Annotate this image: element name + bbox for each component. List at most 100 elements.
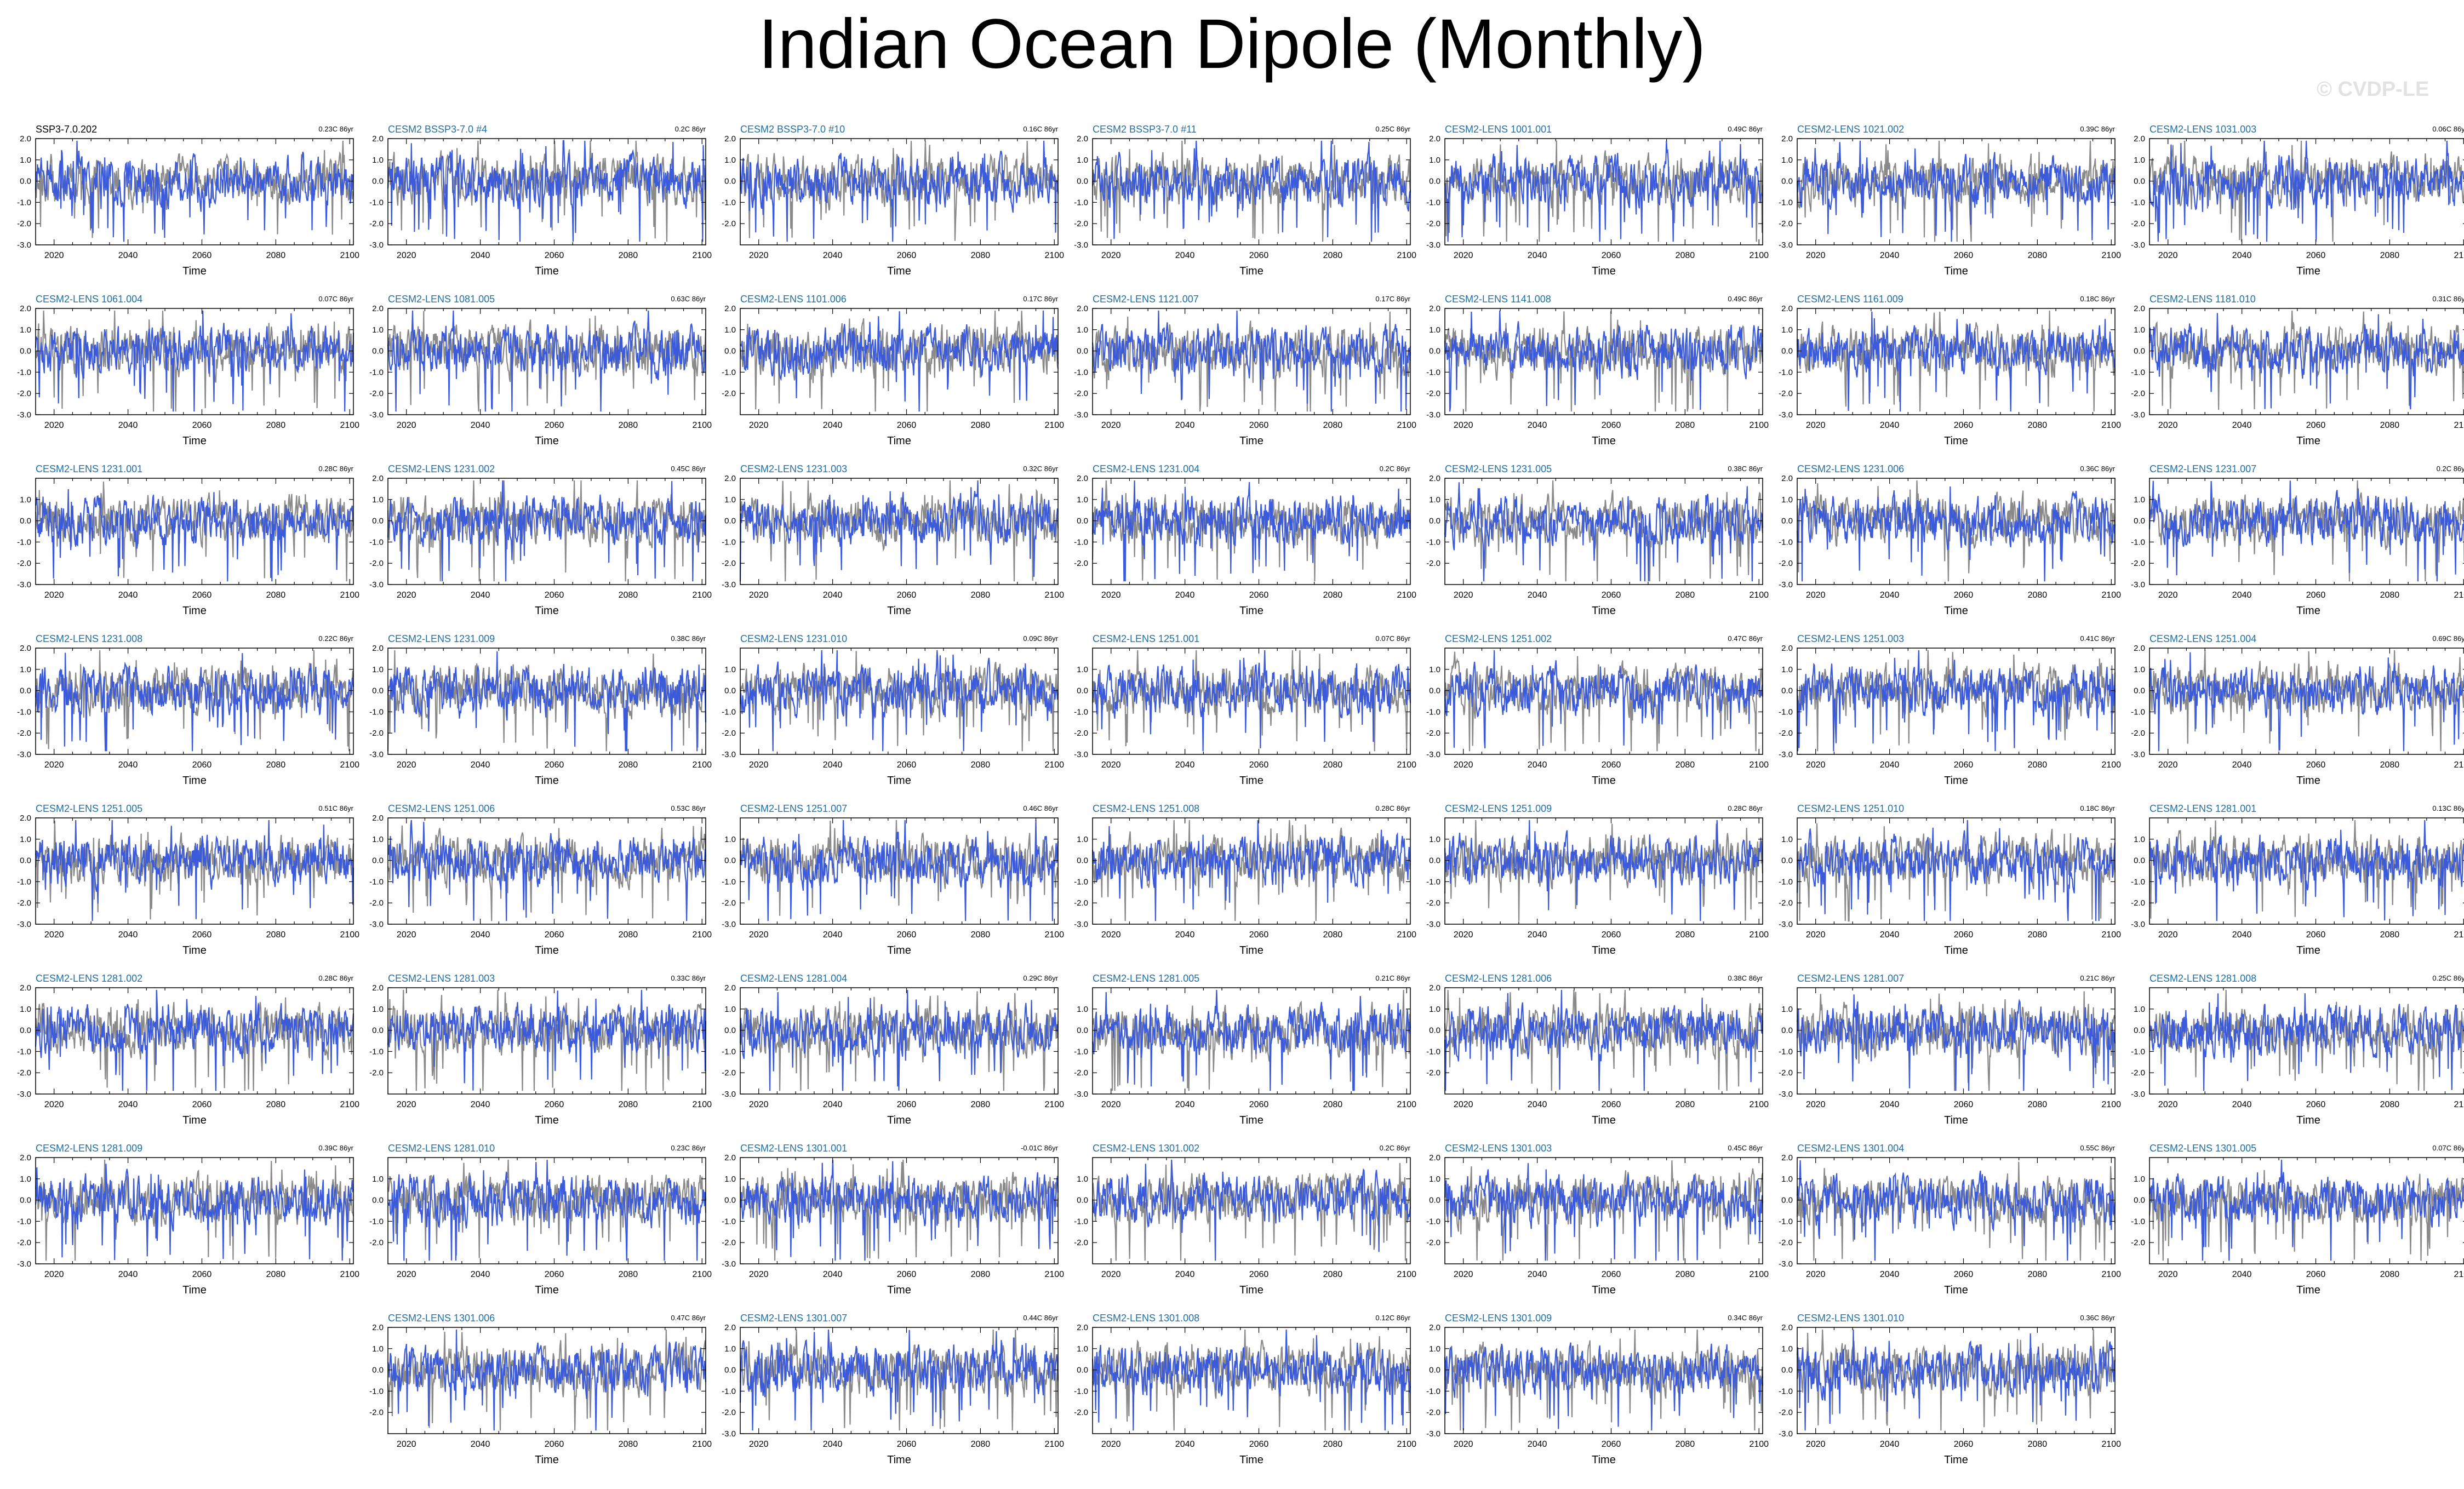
x-tick-label: 2100 bbox=[692, 930, 712, 940]
x-tick-label: 2080 bbox=[971, 251, 991, 260]
panel-cesm2-lens-1231-009: CESM2-LENS 1231.009 0.38C 86yr 2.0 1.0 0.0 -1… bbox=[361, 630, 712, 797]
panel-chart: CESM2-LENS 1251.003 0.41C 86yr 2.0 1.0 0.0 -1… bbox=[1779, 633, 2121, 787]
x-tick-label: 2060 bbox=[1602, 1100, 1621, 1109]
plot-frame bbox=[2149, 648, 2464, 755]
trend-label: 0.45C 86yr bbox=[1728, 1144, 1763, 1152]
y-tick-label: 2.0 bbox=[2134, 644, 2145, 653]
panel-title: CESM2-LENS 1301.009 bbox=[1445, 1313, 1552, 1324]
panel-chart: CESM2-LENS 1301.008 0.12C 86yr 2.0 1.0 0.0 -1… bbox=[1074, 1313, 1416, 1466]
panel-cesm2-lens-1301-004: CESM2-LENS 1301.004 0.55C 86yr 2.0 1.0 0.0 -1… bbox=[1770, 1139, 2121, 1307]
x-axis-label: Time bbox=[1592, 775, 1616, 787]
y-tick-label: -3.0 bbox=[2131, 240, 2145, 250]
x-tick-label: 2060 bbox=[545, 251, 564, 260]
y-tick-label: -2.0 bbox=[722, 898, 736, 908]
panel-cesm2-lens-1301-002: CESM2-LENS 1301.002 0.2C 86yr 1.0 0.0 -1.0 -2… bbox=[1065, 1139, 1416, 1307]
x-tick-label: 2100 bbox=[340, 591, 359, 600]
x-tick-label: 2020 bbox=[749, 1270, 769, 1279]
plot-frame bbox=[387, 308, 706, 415]
y-tick-label: -2.0 bbox=[1074, 729, 1088, 738]
y-tick-label: 2.0 bbox=[20, 1153, 31, 1162]
x-axis-label: Time bbox=[1592, 435, 1616, 447]
y-tick-label: 1.0 bbox=[372, 1175, 384, 1184]
panel-title: CESM2-LENS 1161.009 bbox=[1797, 294, 1903, 305]
x-tick-label: 2100 bbox=[1397, 1440, 1416, 1449]
y-tick-label: 1.0 bbox=[724, 1175, 736, 1184]
plot-frame bbox=[1797, 987, 2116, 1095]
plot-frame bbox=[1444, 1157, 1763, 1264]
member-series-line bbox=[35, 1164, 355, 1261]
trend-label: 0.46C 86yr bbox=[1023, 804, 1058, 812]
x-tick-label: 2100 bbox=[1044, 1100, 1064, 1109]
x-tick-label: 2020 bbox=[749, 251, 769, 260]
plot-frame bbox=[1797, 1157, 2116, 1264]
x-tick-label: 2080 bbox=[2380, 760, 2400, 770]
panel-title: CESM2-LENS 1281.010 bbox=[388, 1143, 495, 1154]
y-tick-label: 0.0 bbox=[1429, 177, 1440, 186]
plot-frame bbox=[1797, 817, 2116, 925]
trend-label: 0.36C 86yr bbox=[2080, 465, 2115, 473]
panel-cesm2-lens-1281-007: CESM2-LENS 1281.007 0.21C 86yr 1.0 0.0 -1.0 -… bbox=[1770, 970, 2121, 1137]
x-tick-label: 2040 bbox=[1528, 1440, 1547, 1449]
x-tick-label: 2020 bbox=[44, 930, 64, 940]
y-tick-label: -3.0 bbox=[2131, 1090, 2145, 1099]
plot-frame bbox=[1092, 648, 1411, 755]
y-tick-label: 0.0 bbox=[20, 177, 31, 186]
panel-chart: CESM2-LENS 1001.001 0.49C 86yr 2.0 1.0 0.0 -1… bbox=[1426, 124, 1769, 277]
y-tick-label: 1.0 bbox=[724, 156, 736, 165]
reference-series-line bbox=[387, 311, 707, 412]
member-series-line bbox=[1091, 310, 1411, 412]
x-tick-label: 2040 bbox=[471, 251, 490, 260]
x-tick-label: 2080 bbox=[619, 1100, 638, 1109]
x-tick-label: 2100 bbox=[1044, 251, 1064, 260]
trend-label: 0.41C 86yr bbox=[2080, 634, 2115, 643]
y-tick-label: -1.0 bbox=[722, 368, 736, 377]
x-tick-label: 2060 bbox=[1249, 930, 1269, 940]
trend-label: 0.17C 86yr bbox=[1375, 295, 1410, 303]
trend-label: 0.47C 86yr bbox=[671, 1314, 706, 1322]
y-tick-label: -2.0 bbox=[1074, 1408, 1088, 1417]
trend-label: -0.01C 86yr bbox=[1021, 1144, 1059, 1152]
plot-frame bbox=[2149, 478, 2464, 585]
member-series-line bbox=[2148, 993, 2464, 1091]
x-tick-label: 2040 bbox=[1880, 1440, 1900, 1449]
panel-chart: CESM2 BSSP3-7.0 #11 0.25C 86yr 2.0 1.0 0.0 -1… bbox=[1074, 124, 1416, 277]
panel-cesm2-lens-1231-005: CESM2-LENS 1231.005 0.38C 86yr 2.0 1.0 0.0 -1… bbox=[1417, 460, 1769, 627]
y-tick-label: -3.0 bbox=[17, 410, 31, 420]
x-tick-label: 2100 bbox=[2101, 1440, 2121, 1449]
x-axis-label: Time bbox=[1592, 265, 1616, 277]
x-tick-label: 2080 bbox=[619, 1440, 638, 1449]
x-tick-label: 2040 bbox=[1528, 1100, 1547, 1109]
member-series-line bbox=[1092, 140, 1411, 242]
panel-chart: CESM2-LENS 1231.003 0.32C 86yr 2.0 1.0 0.0 -1… bbox=[722, 463, 1064, 617]
x-tick-label: 2080 bbox=[2028, 1270, 2048, 1279]
y-tick-label: -2.0 bbox=[369, 389, 384, 398]
y-tick-label: -1.0 bbox=[369, 877, 384, 886]
x-tick-label: 2040 bbox=[823, 591, 843, 600]
member-series-line bbox=[387, 1159, 707, 1261]
panel-title: CESM2-LENS 1231.002 bbox=[388, 463, 495, 474]
panel-chart: CESM2-LENS 1251.007 0.46C 86yr 1.0 0.0 -1.0 -… bbox=[722, 803, 1064, 957]
x-axis-label: Time bbox=[887, 1454, 911, 1466]
y-tick-label: 0.0 bbox=[724, 686, 736, 696]
x-tick-label: 2060 bbox=[545, 930, 564, 940]
panel-title: CESM2-LENS 1251.007 bbox=[740, 803, 847, 814]
x-tick-label: 2020 bbox=[1454, 1270, 1473, 1279]
plot-frame bbox=[387, 478, 706, 585]
trend-label: 0.55C 86yr bbox=[2080, 1144, 2115, 1152]
panel-title: CESM2-LENS 1281.008 bbox=[2149, 973, 2256, 984]
x-tick-label: 2060 bbox=[192, 760, 212, 770]
panel-cesm2-lens-1231-003: CESM2-LENS 1231.003 0.32C 86yr 2.0 1.0 0.0 -1… bbox=[713, 460, 1064, 627]
y-tick-label: -1.0 bbox=[1426, 877, 1440, 886]
y-tick-label: -2.0 bbox=[17, 1068, 31, 1078]
member-series-line bbox=[35, 989, 355, 1091]
y-tick-label: -1.0 bbox=[1074, 1047, 1088, 1056]
x-tick-label: 2020 bbox=[1806, 930, 1826, 940]
x-axis-label: Time bbox=[2296, 944, 2320, 957]
x-tick-label: 2100 bbox=[2101, 591, 2121, 600]
x-axis-label: Time bbox=[535, 944, 559, 957]
y-tick-label: -3.0 bbox=[2131, 750, 2145, 759]
y-tick-label: 2.0 bbox=[1077, 304, 1088, 313]
x-tick-label: 2080 bbox=[2028, 1440, 2048, 1449]
panel-title: CESM2-LENS 1301.003 bbox=[1445, 1143, 1552, 1154]
x-tick-label: 2040 bbox=[471, 1270, 490, 1279]
